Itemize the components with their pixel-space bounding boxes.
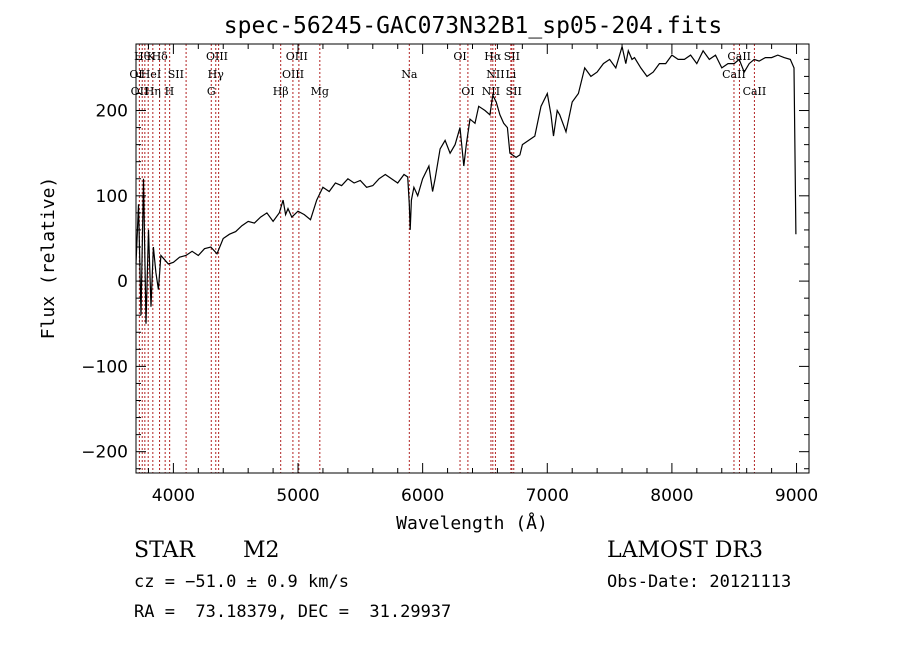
spectrum-line (135, 46, 797, 324)
y-tick-label: −100 (81, 357, 128, 377)
line-label: NII (486, 68, 504, 81)
line-label: Hδ (152, 50, 169, 63)
x-tick-label: 6000 (401, 486, 444, 506)
line-label: HeI (141, 68, 161, 81)
line-label: K (147, 50, 156, 63)
plot-frame (135, 43, 810, 474)
line-label: SII (506, 85, 522, 98)
x-axis-ticks: 4000 5000 6000 7000 8000 9000 (147, 44, 818, 506)
line-label: Li (505, 68, 516, 81)
y-tick-label: −200 (81, 443, 128, 463)
y-axis-label: Flux (relative) (38, 177, 59, 340)
line-label: CaII (743, 85, 767, 98)
obs-date-text: Obs-Date: 20121113 (607, 572, 792, 592)
line-label: Hα (484, 50, 502, 63)
line-label: Na (401, 68, 418, 81)
x-tick-label: 4000 (152, 486, 195, 506)
line-label: G (207, 85, 216, 98)
x-tick-label: 7000 (526, 486, 569, 506)
line-label: OI (453, 50, 466, 63)
line-label: Mg (311, 85, 329, 98)
x-tick-label: 9000 (775, 486, 818, 506)
x-tick-label: 8000 (650, 486, 693, 506)
line-label: OI (461, 85, 474, 98)
y-tick-label: 200 (96, 102, 128, 122)
line-label: NII (482, 85, 500, 98)
x-tick-label: 5000 (276, 486, 319, 506)
line-label: H (165, 85, 175, 98)
redshift-text: cz = −51.0 ± 0.9 km/s (134, 572, 349, 592)
emission-line-markers (138, 44, 755, 473)
y-tick-label: 100 (96, 187, 128, 207)
line-label: CaII (722, 68, 746, 81)
line-label: Hη (145, 85, 161, 98)
line-label: Hγ (208, 68, 225, 81)
line-label: SII (168, 68, 184, 81)
line-label: SII (504, 50, 520, 63)
y-tick-label: 0 (117, 272, 128, 292)
line-label: OIII (286, 50, 308, 63)
line-label: CaII (727, 50, 751, 63)
object-type: STAR (134, 538, 195, 563)
line-label: OIII (206, 50, 228, 63)
coordinates-text: RA = 73.18379, DEC = 31.29937 (134, 602, 452, 622)
object-subclass: M2 (243, 538, 280, 563)
line-label: Hβ (273, 85, 289, 98)
x-axis-label: Wavelength (Å) (396, 512, 548, 534)
chart-title: spec-56245-GAC073N32B1_sp05-204.fits (224, 13, 723, 39)
y-axis-ticks: −200 −100 0 100 200 (81, 58, 809, 470)
survey-name: LAMOST DR3 (607, 538, 763, 563)
line-label: OII (131, 85, 149, 98)
line-label: OIII (282, 68, 304, 81)
